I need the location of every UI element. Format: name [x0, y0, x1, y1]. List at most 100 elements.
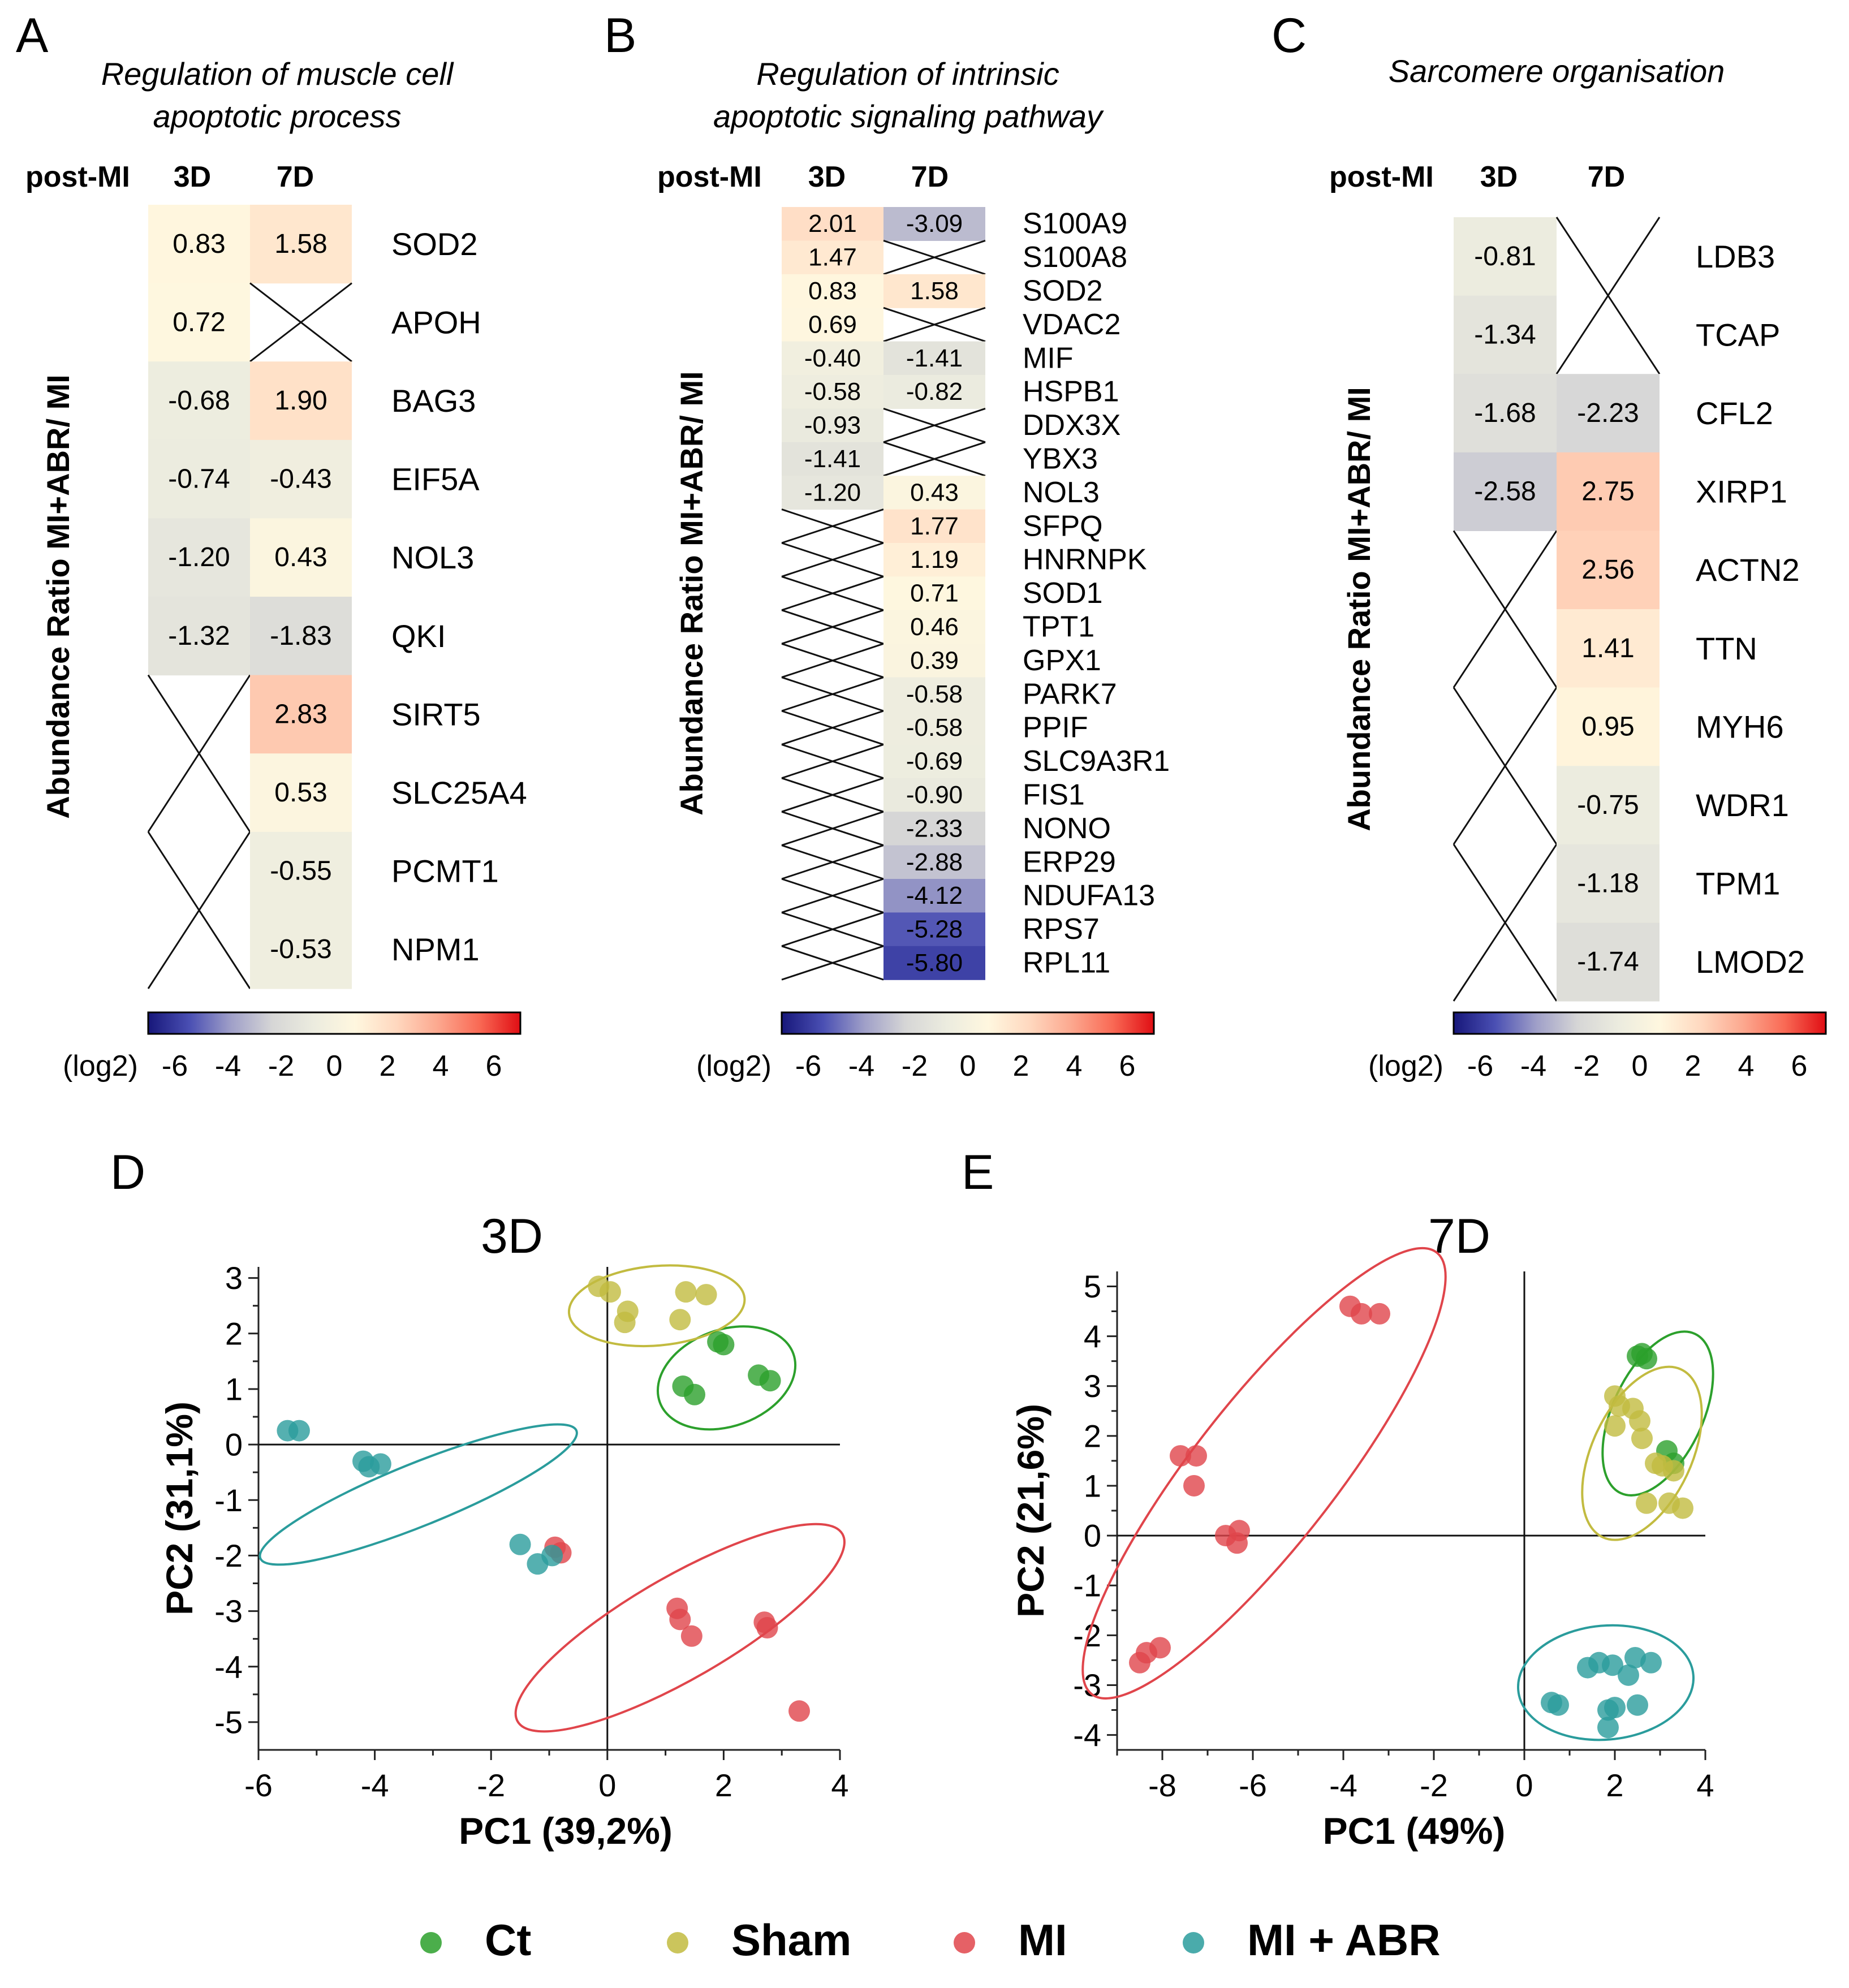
heatmap-y-label: Abundance Ratio MI+ABR/ MI — [1341, 387, 1377, 831]
pca-point — [707, 1331, 729, 1353]
gene-label: TCAP — [1696, 317, 1780, 352]
heatmap-cell-value: -0.53 — [270, 934, 331, 964]
x-tick-label: -4 — [361, 1767, 389, 1803]
heatmap-cell-value: 0.53 — [274, 778, 327, 808]
pca-point — [614, 1312, 636, 1334]
heatmap-cell — [883, 946, 985, 980]
heatmap-y-label: Abundance Ratio MI+ABR/ MI — [40, 374, 76, 819]
colorbar-tick-label: 0 — [326, 1050, 343, 1083]
y-tick-label: 5 — [1084, 1269, 1101, 1304]
post-mi-header: post-MI — [25, 161, 130, 193]
heatmap-cell-value: -1.32 — [168, 621, 230, 651]
heatmap-cell-value: -2.88 — [906, 848, 963, 876]
heatmap-cell-value: 0.43 — [910, 478, 959, 506]
legend-marker — [954, 1932, 975, 1953]
gene-label: TTN — [1696, 631, 1757, 666]
pca-point — [675, 1281, 697, 1303]
gene-label: ACTN2 — [1696, 552, 1800, 588]
panel-letter: B — [604, 8, 636, 63]
pca-point — [1640, 1651, 1662, 1674]
heatmap-cell-value: -4.12 — [906, 882, 963, 909]
colorbar-tick-label: -2 — [902, 1050, 928, 1083]
pca-point — [1602, 1654, 1623, 1676]
colorbar-tick-label: 4 — [1738, 1050, 1755, 1083]
x-tick-label: -4 — [1329, 1767, 1357, 1803]
heatmap-cell-value: -0.81 — [1474, 242, 1536, 271]
heatmap-cell — [250, 753, 352, 833]
heatmap-cell-value: 2.01 — [808, 210, 857, 238]
heatmap-cell — [1454, 217, 1557, 296]
panel-title: Regulation of intrinsic — [756, 56, 1059, 92]
gene-label: ERP29 — [1023, 846, 1116, 878]
heatmap-panel-b: B Regulation of intrinsic apoptotic signal… — [604, 8, 1170, 1083]
x-tick-label: -2 — [1420, 1767, 1448, 1803]
pca-point — [680, 1625, 702, 1647]
heatmap-cell-value: -0.68 — [168, 386, 230, 416]
column-header-7d: 7D — [277, 161, 314, 193]
heatmap-cell — [250, 205, 352, 284]
colorbar-tick-label: 2 — [380, 1050, 396, 1083]
pca-point — [1369, 1303, 1390, 1325]
pca-point — [1226, 1532, 1248, 1554]
legend-marker — [667, 1932, 688, 1953]
gene-label: APOH — [391, 304, 481, 340]
pca-point — [1351, 1303, 1372, 1325]
y-tick-label: 1 — [225, 1371, 243, 1407]
colorbar-tick-label: 2 — [1685, 1050, 1701, 1083]
panel-title: Sarcomere organisation — [1389, 53, 1725, 89]
x-axis-label: PC1 (39,2%) — [459, 1810, 673, 1852]
heatmap-cell-value: -0.69 — [906, 748, 963, 775]
group-ellipse — [656, 1325, 797, 1431]
heatmap-cell-value: -0.82 — [906, 378, 963, 406]
heatmap-cell — [148, 205, 250, 284]
heatmap-cell-value: -5.80 — [906, 949, 963, 977]
colorbar-tick-label: 4 — [433, 1050, 449, 1083]
heatmap-cell — [148, 361, 250, 441]
group-ellipse — [1081, 1247, 1447, 1700]
pca-point — [759, 1370, 781, 1392]
heatmap-cell — [883, 274, 985, 308]
panel-letter: A — [16, 8, 49, 63]
gene-label: GPX1 — [1023, 644, 1101, 677]
y-tick-label: -2 — [214, 1538, 243, 1573]
legend-label: Sham — [731, 1915, 851, 1965]
heatmap-cell-value: -0.58 — [906, 714, 963, 741]
heatmap-cell — [883, 845, 985, 879]
heatmap-cell — [883, 879, 985, 913]
y-tick-label: 0 — [225, 1427, 243, 1463]
x-tick-label: 0 — [598, 1767, 616, 1803]
heatmap-cell — [250, 361, 352, 441]
heatmap-cell-value: 0.69 — [808, 311, 857, 338]
heatmap-cell-value: 0.72 — [173, 307, 225, 337]
heatmap-cell-value: 2.83 — [274, 699, 327, 729]
heatmap-cell-value: -0.40 — [804, 344, 861, 372]
panel-letter: C — [1272, 8, 1307, 63]
group-ellipse — [1517, 1624, 1695, 1741]
heatmap-cell-value: 0.46 — [910, 613, 959, 641]
gene-label: SOD2 — [1023, 275, 1103, 308]
heatmap-cell — [1557, 609, 1660, 688]
colorbar — [1453, 1011, 1827, 1035]
gene-label: SOD1 — [1023, 577, 1103, 610]
heatmap-cell-value: -1.74 — [1577, 947, 1639, 977]
colorbar-tick-label: -4 — [1520, 1050, 1546, 1083]
panel-title: apoptotic process — [153, 98, 402, 134]
heatmap-cell-value: 2.75 — [1581, 477, 1634, 507]
post-mi-header: post-MI — [1329, 161, 1434, 193]
column-header-3d: 3D — [174, 161, 211, 193]
pca-point — [1604, 1415, 1626, 1437]
heatmap-cell — [250, 439, 352, 519]
gene-label: PPIF — [1023, 711, 1088, 744]
x-tick-label: -2 — [477, 1767, 505, 1803]
x-tick-label: 2 — [1606, 1767, 1623, 1803]
gene-label: LMOD2 — [1696, 944, 1805, 980]
heatmap-cell — [148, 283, 250, 362]
gene-label: NOL3 — [1023, 476, 1100, 509]
heatmap-cell-value: -2.58 — [1474, 477, 1536, 507]
x-tick-label: -6 — [244, 1767, 273, 1803]
y-tick-label: 2 — [1084, 1418, 1101, 1454]
heatmap-cell — [883, 576, 985, 611]
pca-point — [1629, 1410, 1650, 1432]
heatmap-cell — [883, 711, 985, 745]
